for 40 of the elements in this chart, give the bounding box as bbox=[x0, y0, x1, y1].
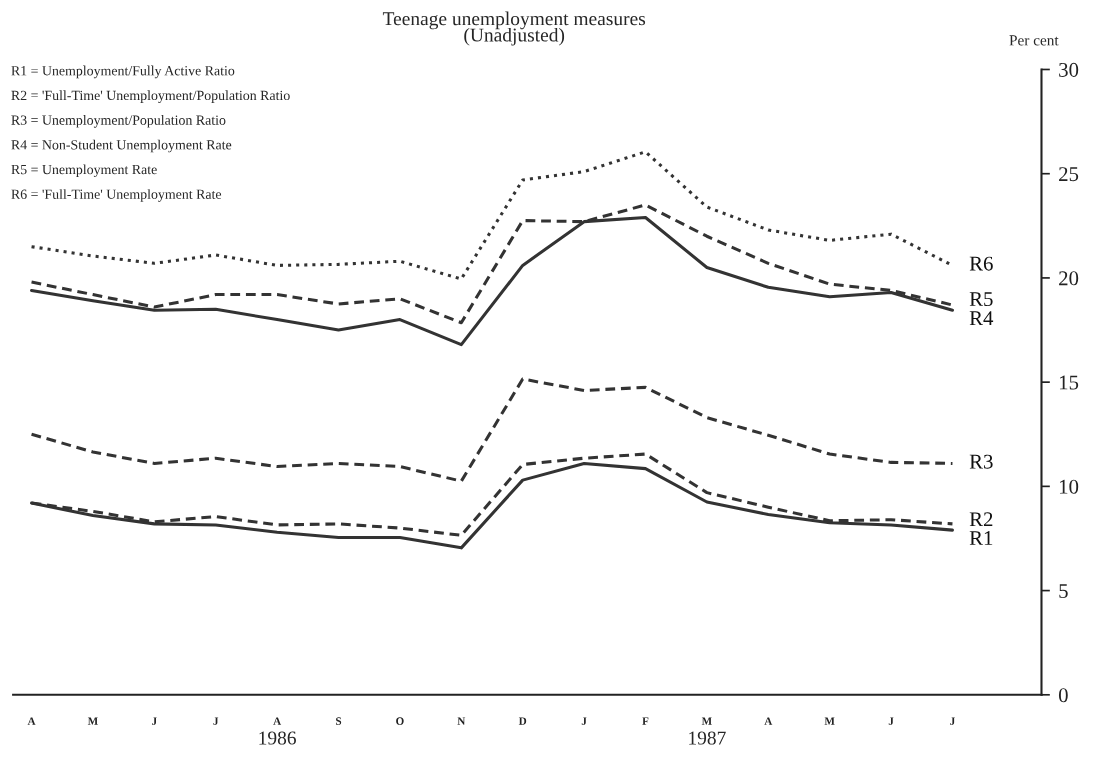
line-series bbox=[30, 377, 954, 483]
x-tick-label: J bbox=[581, 717, 587, 725]
annotation: R4 = Non-Student Unemployment Rate bbox=[11, 139, 232, 153]
y-tick-label: 15 bbox=[1059, 375, 1079, 390]
x-tick-label: J bbox=[152, 717, 157, 725]
y-tick-label: 5 bbox=[1059, 584, 1068, 599]
series-label: R6 bbox=[969, 256, 993, 271]
y-tick-label: 20 bbox=[1059, 271, 1079, 286]
x-tick-label: J bbox=[213, 717, 219, 725]
x-tick-label: F bbox=[642, 717, 649, 725]
x-tick-label: A bbox=[764, 717, 773, 725]
y-tick-label: 10 bbox=[1059, 479, 1079, 494]
y-tick-label: 25 bbox=[1059, 167, 1079, 182]
series-label: R1 bbox=[969, 531, 993, 545]
annotation: R5 = Unemployment Rate bbox=[11, 164, 157, 178]
annotation: R6 = 'Full-Time' Unemployment Rate bbox=[11, 189, 222, 202]
y-tick-label: 30 bbox=[1059, 62, 1079, 77]
x-tick-label: A bbox=[273, 717, 282, 725]
annotation: R3 = Unemployment/Population Ratio bbox=[11, 115, 226, 128]
annotation: R2 = 'Full-Time' Unemployment/Population Ratio bbox=[11, 90, 290, 103]
x-tick-label: O bbox=[396, 717, 404, 725]
x-tick-label: M bbox=[87, 717, 98, 725]
series-label: R3 bbox=[969, 454, 993, 469]
chart-title: Teenage unemployment measures (Unadjusted) bbox=[382, 11, 646, 46]
annotation: R1 = Unemployment/Fully Active Ratio bbox=[11, 65, 235, 79]
y-tick-label: 0 bbox=[1058, 688, 1068, 703]
x-tick-label: M bbox=[824, 717, 835, 725]
series-label: R2 bbox=[969, 512, 993, 527]
x-tick-label: A bbox=[27, 717, 36, 725]
text: 1987 bbox=[689, 731, 726, 745]
x-tick-label: N bbox=[457, 717, 466, 725]
text: 1986 bbox=[259, 731, 296, 745]
x-tick-label: S bbox=[336, 717, 342, 725]
x-tick-label: J bbox=[950, 717, 955, 725]
x-tick-label: D bbox=[518, 717, 527, 725]
series-label: R4 bbox=[969, 311, 994, 325]
x-tick-label: M bbox=[701, 717, 712, 725]
series-label: R5 bbox=[969, 292, 993, 307]
x-tick-label: J bbox=[888, 717, 894, 725]
y-axis-title: Per cent bbox=[1009, 35, 1059, 46]
